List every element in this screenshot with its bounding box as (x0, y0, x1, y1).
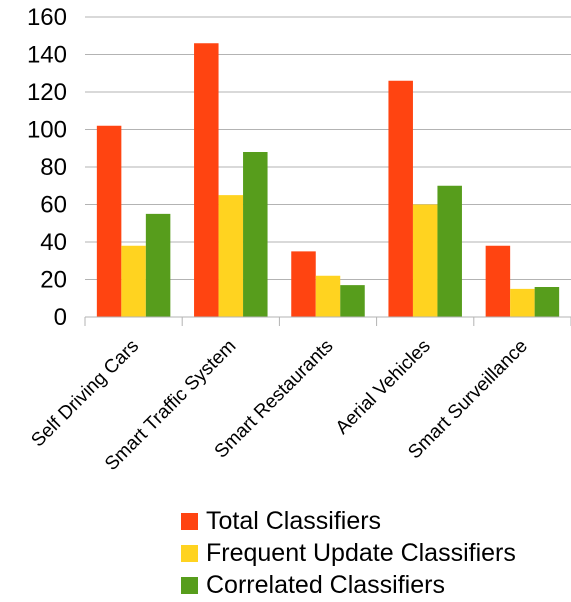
bar-correlated-classifiers (243, 152, 268, 317)
legend-swatch-frequent-update-classifiers (181, 544, 198, 562)
bar-frequent-update-classifiers (412, 204, 438, 317)
bar-total-classifiers (194, 43, 219, 317)
bar-correlated-classifiers (145, 213, 171, 317)
legend-label-total-classifiers: Total Classifiers (206, 506, 382, 535)
bar-frequent-update-classifiers (315, 275, 341, 317)
bar-correlated-classifiers (340, 285, 365, 317)
legend-item-total-classifiers: Total Classifiers (181, 505, 516, 537)
y-tick-label: 120 (27, 79, 67, 106)
y-tick-label: 160 (27, 4, 67, 31)
bar-total-classifiers (291, 251, 316, 317)
legend-item-frequent-update-classifiers: Frequent Update Classifiers (181, 537, 516, 569)
y-tick-label: 40 (40, 229, 67, 256)
bar-correlated-classifiers (534, 287, 560, 317)
y-tick-label: 140 (27, 42, 67, 69)
axes (84, 316, 571, 326)
bar-total-classifiers (96, 125, 122, 317)
legend: Total Classifiers Frequent Update Classi… (181, 505, 516, 601)
legend-swatch-total-classifiers (181, 512, 198, 530)
bar-frequent-update-classifiers (218, 195, 244, 317)
bar-total-classifiers (388, 80, 413, 317)
legend-label-frequent-update-classifiers: Frequent Update Classifiers (206, 538, 516, 567)
x-tick-label: Aerial Vehicles (332, 336, 435, 439)
y-tick-label: 80 (40, 154, 67, 181)
y-tick-label: 0 (54, 304, 67, 331)
bar-frequent-update-classifiers (121, 245, 146, 317)
y-tick-labels: 0 20 40 60 80 100 120 140 160 (27, 4, 67, 331)
legend-item-correlated-classifiers: Correlated Classifiers (181, 569, 516, 601)
legend-swatch-correlated-classifiers (181, 576, 198, 594)
x-tick-label: Self Driving Cars (27, 336, 143, 452)
bars (96, 43, 560, 317)
bar-frequent-update-classifiers (510, 288, 535, 317)
y-tick-label: 20 (40, 267, 67, 294)
y-tick-label: 100 (27, 117, 67, 144)
bar-total-classifiers (485, 245, 511, 317)
y-tick-label: 60 (40, 192, 67, 219)
bar-correlated-classifiers (437, 185, 462, 317)
legend-label-correlated-classifiers: Correlated Classifiers (206, 570, 445, 599)
